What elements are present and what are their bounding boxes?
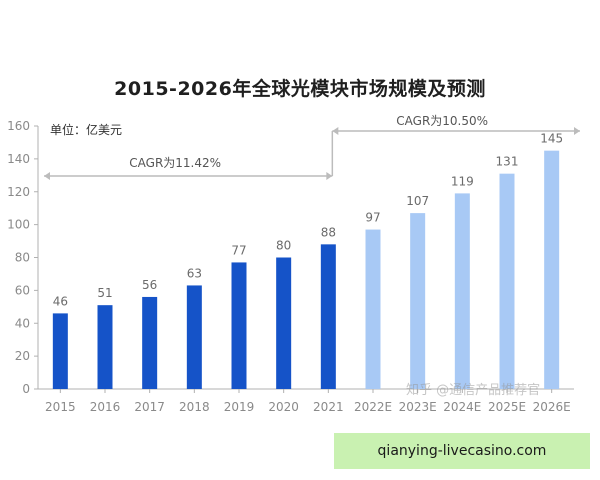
bar-2025E: [499, 173, 515, 389]
y-tick-label: 20: [15, 349, 30, 363]
x-tick-label-2021: 2021: [313, 400, 344, 414]
data-label-2018: 63: [187, 266, 202, 280]
x-tick-label-2024E: 2024E: [443, 400, 481, 414]
bar-2024E: [454, 193, 470, 389]
y-tick-label: 60: [15, 283, 30, 297]
bar-2018: [186, 285, 202, 389]
arrow-head: [574, 127, 580, 135]
x-tick-label-2018: 2018: [179, 400, 210, 414]
arrow-head: [326, 172, 333, 180]
y-tick-label: 0: [22, 382, 30, 396]
data-label-2023E: 107: [406, 194, 429, 208]
cagr-label-1: CAGR为11.42%: [129, 156, 221, 170]
chart-title: 2015-2026年全球光模块市场规模及预测: [114, 78, 486, 100]
bar-2020: [276, 257, 292, 389]
y-tick-label: 120: [7, 185, 30, 199]
bar-2026E: [544, 150, 560, 389]
y-tick-label: 160: [7, 119, 30, 133]
arrow-head: [44, 172, 50, 180]
x-tick-label-2017: 2017: [134, 400, 165, 414]
data-label-2019: 77: [231, 243, 246, 257]
data-label-2026E: 145: [540, 132, 563, 146]
bar-2016: [97, 305, 113, 389]
watermark: 知乎 @通信产品推荐官: [406, 383, 541, 398]
y-tick-label: 80: [15, 251, 30, 265]
data-label-2017: 56: [142, 278, 157, 292]
x-tick-label-2015: 2015: [45, 400, 76, 414]
bar-2023E: [410, 213, 426, 389]
x-tick-label-2020: 2020: [268, 400, 299, 414]
bar-chart: 0 20 40 60 80 100 120 140 160 46 2015 51 2016 56 2017 6…: [7, 114, 580, 414]
y-tick-label: 40: [15, 316, 30, 330]
data-label-2025E: 131: [496, 155, 519, 169]
data-label-2015: 46: [53, 294, 68, 308]
arrow-head: [332, 127, 339, 135]
data-label-2022E: 97: [365, 211, 380, 225]
bar-2021: [320, 244, 336, 389]
x-tick-label-2026E: 2026E: [533, 400, 571, 414]
y-tick-label: 140: [7, 152, 30, 166]
unit-label: 单位：亿美元: [50, 122, 122, 137]
bar-2017: [142, 296, 158, 389]
data-label-2021: 88: [321, 225, 336, 239]
bar-2022E: [365, 229, 381, 389]
x-tick-label-2022E: 2022E: [354, 400, 392, 414]
bar-2015: [52, 313, 68, 389]
data-label-2024E: 119: [451, 174, 474, 188]
data-label-2016: 51: [97, 286, 112, 300]
cagr-label-2: CAGR为10.50%: [396, 114, 488, 128]
x-tick-label-2023E: 2023E: [399, 400, 437, 414]
x-tick-label-2019: 2019: [224, 400, 255, 414]
promo-banner[interactable]: qianying-livecasino.com: [334, 433, 590, 469]
x-tick-label-2016: 2016: [90, 400, 121, 414]
y-tick-label: 100: [7, 218, 30, 232]
data-label-2020: 80: [276, 239, 291, 253]
bar-2019: [231, 262, 247, 389]
x-tick-label-2025E: 2025E: [488, 400, 526, 414]
